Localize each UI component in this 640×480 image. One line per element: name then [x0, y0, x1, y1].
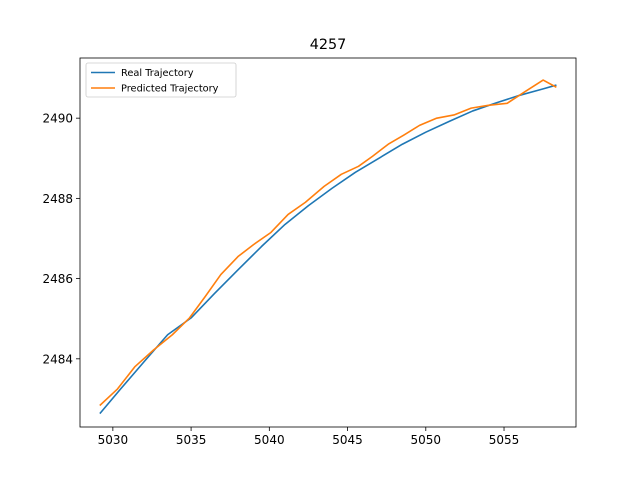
x-tick-label: 5030 — [98, 433, 129, 447]
legend: Real Trajectory Predicted Trajectory — [85, 62, 237, 98]
legend-box — [85, 62, 237, 98]
legend-label-1: Real Trajectory — [121, 68, 194, 79]
series-group — [99, 79, 557, 415]
y-tick-label: 2490 — [42, 112, 73, 126]
plot-area: 5030 5035 5040 5045 5050 5055 2484 2486 2488 2490 — [42, 57, 577, 447]
y-tick-label: 2484 — [42, 352, 73, 366]
legend-label-2: Predicted Trajectory — [121, 84, 219, 95]
x-tick-label: 5045 — [332, 433, 363, 447]
x-tick-label: 5035 — [176, 433, 207, 447]
x-tick-label: 5050 — [411, 433, 442, 447]
y-tick-label: 2486 — [42, 272, 73, 286]
series-line-2 — [99, 79, 557, 407]
x-tick-label: 5055 — [489, 433, 520, 447]
chart-title: 4257 — [310, 37, 347, 53]
y-tick-label: 2488 — [42, 192, 73, 206]
axes-frame — [79, 57, 577, 428]
x-tick-label: 5040 — [254, 433, 285, 447]
